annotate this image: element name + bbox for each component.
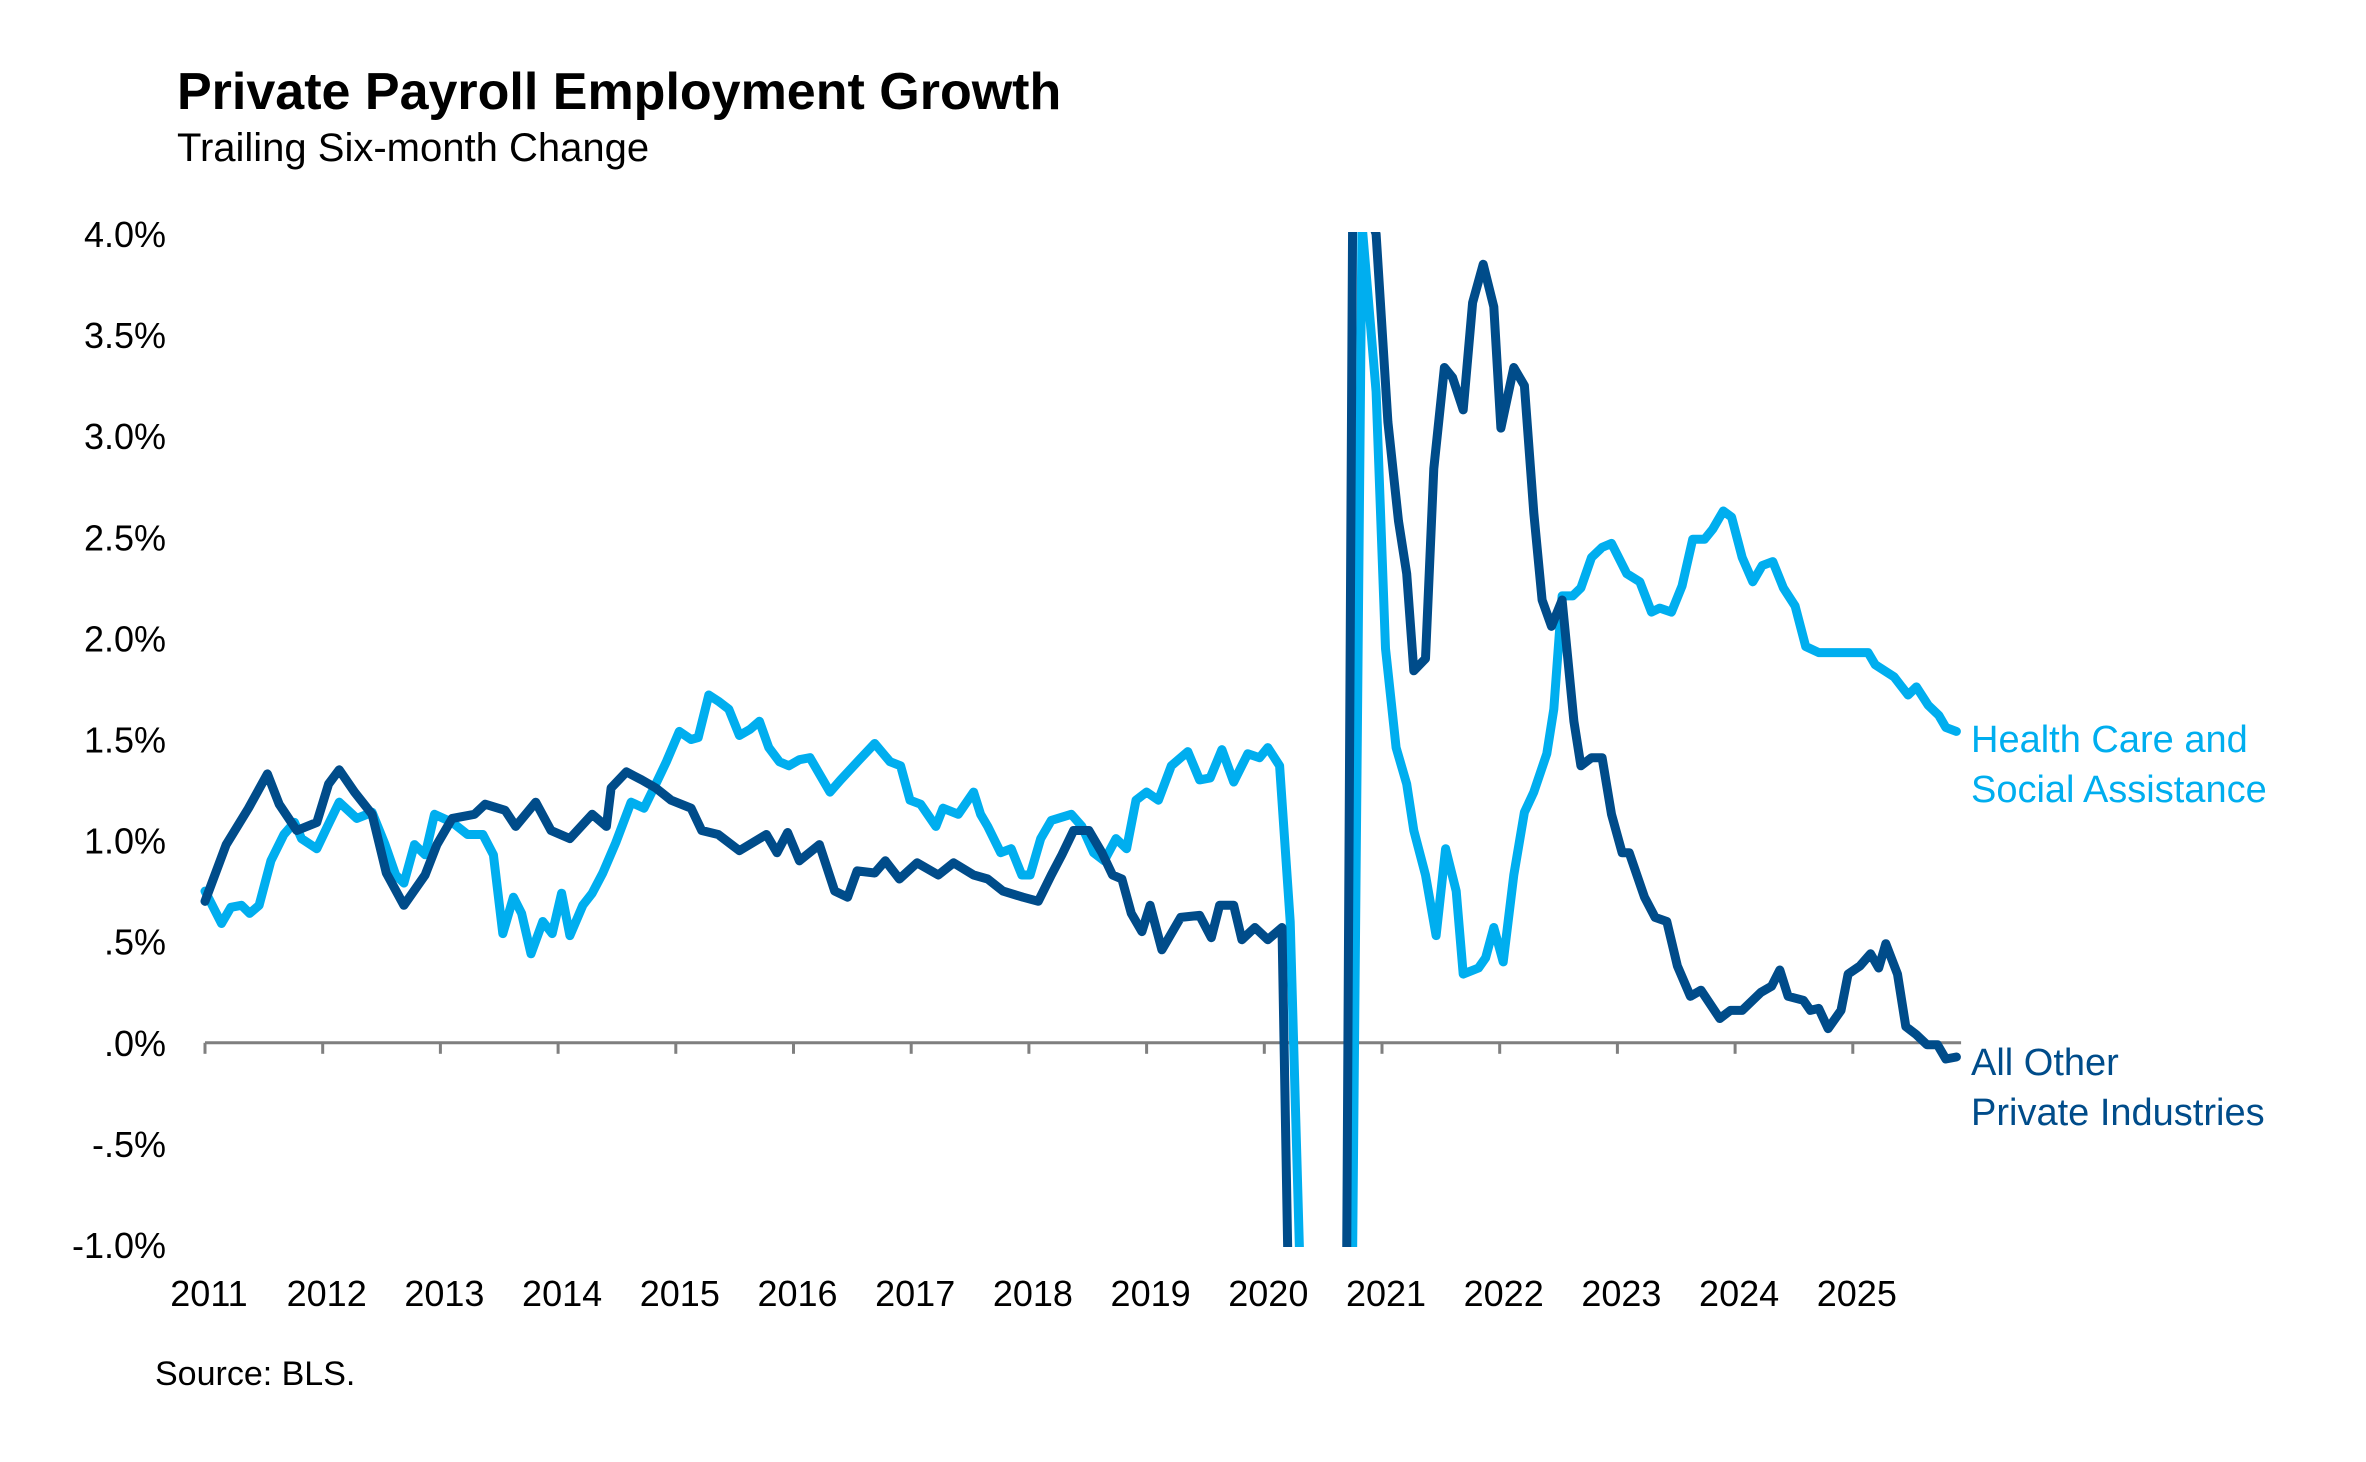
y-tick-label: 3.0% (84, 416, 166, 457)
x-axis: 2011 2012 2013 2014 2015 2016 2017 2018 2019 2020… (170, 1041, 1962, 1314)
x-tick-label: 2021 (1346, 1273, 1426, 1314)
x-tick-label: 2023 (1581, 1273, 1661, 1314)
series-label: All Other (1971, 1042, 2119, 1084)
y-tick-label: 2.0% (84, 618, 166, 659)
y-tick-label: .5% (104, 922, 166, 963)
x-tick-label: 2024 (1699, 1273, 1779, 1314)
y-tick-label: 1.0% (84, 821, 166, 862)
x-tick-label: 2022 (1464, 1273, 1544, 1314)
y-tick-label: -1.0% (72, 1225, 166, 1266)
x-tick-label: 2013 (404, 1273, 484, 1314)
x-tick-label: 2019 (1111, 1273, 1191, 1314)
x-tick-label: 2014 (522, 1273, 602, 1314)
y-tick-label: 3.5% (84, 315, 166, 356)
x-tick-label: 2020 (1228, 1273, 1308, 1314)
chart-title: Private Payroll Employment Growth (177, 63, 1062, 121)
x-tick-label: 2025 (1817, 1273, 1897, 1314)
series-labels: Health Care and Social Assistance All Othe… (1971, 719, 2267, 1134)
series-lines (200, 232, 1961, 1247)
y-tick-label: .0% (104, 1023, 166, 1064)
source-note: Source: BLS. (155, 1355, 356, 1393)
series-line-0 (200, 232, 1961, 1247)
series-label: Social Assistance (1971, 769, 2267, 811)
y-tick-label: 2.5% (84, 517, 166, 558)
y-tick-label: 4.0% (84, 214, 166, 255)
x-tick-label: 2011 (170, 1273, 247, 1314)
series-line-1 (200, 232, 1961, 1247)
y-axis-tick-labels: -1.0% -.5% .0% .5% 1.0% 1.5% 2.0% 2.5% 3.0% 3.5% 4… (72, 214, 166, 1266)
x-tick-label: 2015 (640, 1273, 720, 1314)
x-tick-label: 2012 (287, 1273, 367, 1314)
y-tick-label: -.5% (92, 1124, 166, 1165)
series-label: Health Care and (1971, 719, 2248, 761)
chart-subtitle: Trailing Six-month Change (177, 126, 650, 170)
x-tick-label: 2018 (993, 1273, 1073, 1314)
x-tick-label: 2017 (875, 1273, 955, 1314)
series-label: Private Industries (1971, 1092, 2265, 1134)
y-tick-label: 1.5% (84, 720, 166, 761)
x-tick-label: 2016 (757, 1273, 837, 1314)
